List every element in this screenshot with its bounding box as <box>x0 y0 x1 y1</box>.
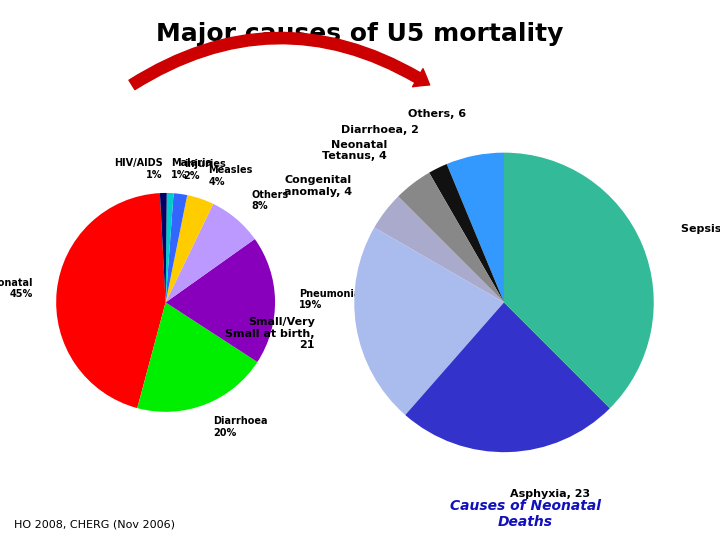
Text: Asphyxia, 23: Asphyxia, 23 <box>510 489 590 499</box>
Text: Diarrhoea, 2: Diarrhoea, 2 <box>341 125 419 136</box>
Wedge shape <box>429 164 504 302</box>
Wedge shape <box>504 153 654 408</box>
Text: Diarrhoea
20%: Diarrhoea 20% <box>213 416 268 438</box>
Text: Major causes of U5 mortality: Major causes of U5 mortality <box>156 22 564 45</box>
Wedge shape <box>405 302 610 452</box>
Text: Congenital
anomaly, 4: Congenital anomaly, 4 <box>284 175 352 197</box>
Text: Small/Very
Small at birth,
21: Small/Very Small at birth, 21 <box>225 317 315 350</box>
Wedge shape <box>166 193 174 302</box>
Wedge shape <box>354 227 504 415</box>
Wedge shape <box>374 197 504 302</box>
Text: injuries
2%: injuries 2% <box>184 159 225 181</box>
Text: Neonatal
Tetanus, 4: Neonatal Tetanus, 4 <box>323 139 387 161</box>
Wedge shape <box>56 193 166 408</box>
Text: Causes of Neonatal
Deaths: Causes of Neonatal Deaths <box>450 499 601 529</box>
Wedge shape <box>166 239 275 362</box>
Wedge shape <box>446 153 504 302</box>
Text: HO 2008, CHERG (Nov 2006): HO 2008, CHERG (Nov 2006) <box>14 519 176 529</box>
Text: Others
8%: Others 8% <box>252 190 289 211</box>
Wedge shape <box>166 204 255 302</box>
Text: Sepsis, 36: Sepsis, 36 <box>681 224 720 234</box>
Wedge shape <box>160 193 167 302</box>
Wedge shape <box>166 195 213 302</box>
Wedge shape <box>398 173 504 302</box>
Text: Pneumonia
19%: Pneumonia 19% <box>299 289 361 310</box>
Text: Others, 6: Others, 6 <box>408 110 467 119</box>
Text: HIV/AIDS
1%: HIV/AIDS 1% <box>114 158 163 180</box>
Text: Measles
4%: Measles 4% <box>208 165 253 187</box>
Text: Neonatal
45%: Neonatal 45% <box>0 278 33 299</box>
Wedge shape <box>138 302 257 412</box>
Wedge shape <box>166 193 187 302</box>
Text: Malaria
1%: Malaria 1% <box>171 158 212 180</box>
